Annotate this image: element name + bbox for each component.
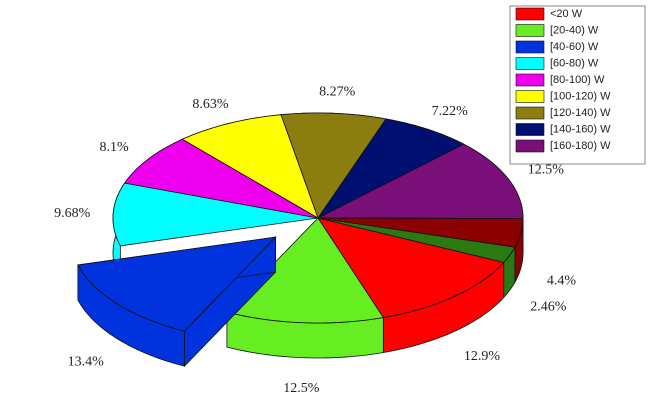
data-label: 8.63% [192, 97, 229, 112]
slice [317, 217, 516, 263]
slice [77, 236, 277, 332]
slice [123, 138, 319, 219]
legend-swatch [515, 123, 545, 136]
slice [317, 118, 465, 219]
data-label: 9.68% [54, 206, 91, 221]
legend-label: [160-180) W [550, 140, 611, 152]
data-label: 13.4% [68, 354, 105, 369]
data-label: 12.9% [464, 349, 501, 364]
legend-swatch [515, 7, 545, 21]
data-label: 8.27% [319, 85, 356, 100]
data-label: 2.46% [530, 299, 567, 314]
legend-swatch [515, 139, 545, 153]
legend-label: [140-160) W [550, 123, 611, 135]
legend-swatch [515, 24, 545, 37]
slice [112, 182, 319, 247]
slice [181, 114, 319, 219]
legend-swatch [515, 90, 545, 103]
slice [317, 143, 524, 219]
legend-label: [40-60) W [550, 41, 599, 53]
slice [280, 112, 387, 219]
data-label: 12.5% [283, 381, 320, 396]
data-label: 12.5% [528, 163, 565, 178]
legend-label: [120-140) W [550, 107, 611, 119]
data-label: 7.22% [432, 104, 469, 119]
data-label: 8.1% [99, 140, 129, 155]
slice [317, 217, 505, 318]
legend-label: [80-100) W [550, 74, 605, 86]
legend-label: [100-120) W [550, 90, 611, 102]
legend-swatch [515, 73, 545, 87]
legend-swatch [515, 106, 545, 120]
legend-label: [20-40) W [550, 24, 599, 36]
slice [226, 217, 385, 324]
legend-label: [60-80) W [550, 57, 599, 69]
legend-label: <20 W [550, 8, 583, 20]
legend-swatch [515, 57, 545, 70]
legend-swatch [515, 40, 545, 54]
data-label: 4.4% [547, 273, 577, 288]
